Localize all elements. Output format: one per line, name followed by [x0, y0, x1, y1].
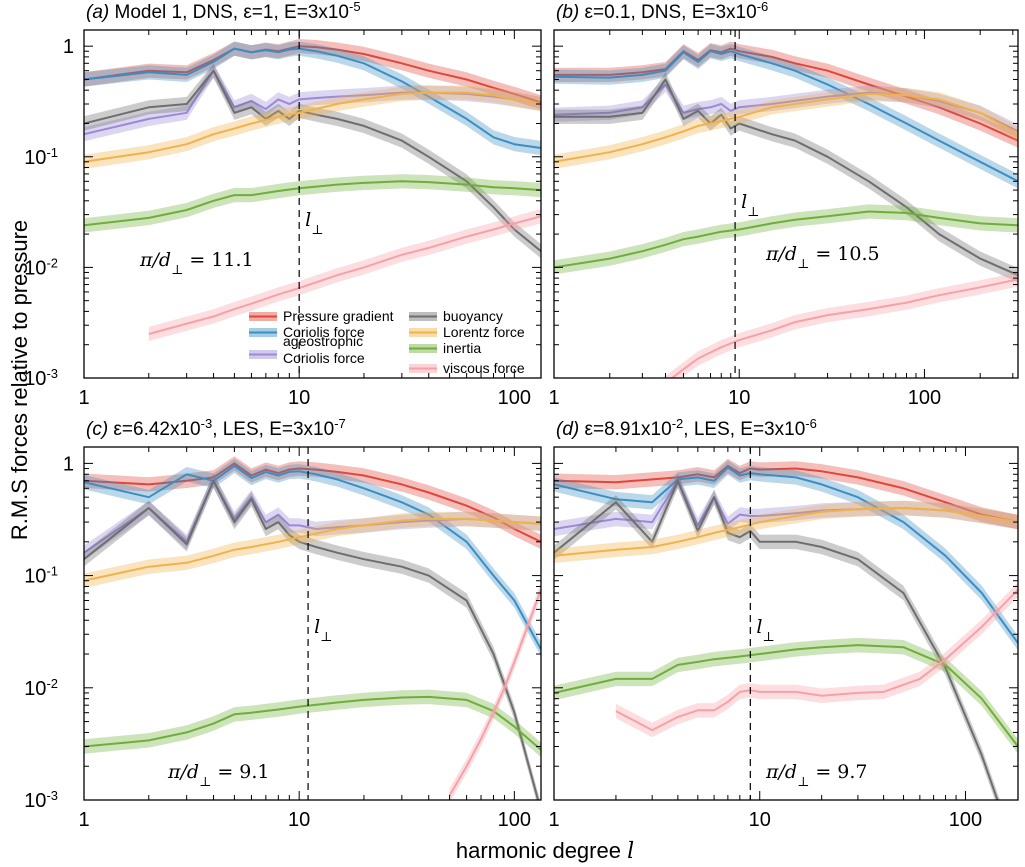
- series-band-ageo: [84, 63, 541, 142]
- x-tick-label: 100: [498, 387, 531, 409]
- y-tick-label: 10-1: [24, 144, 58, 169]
- series-line-lorentz: [84, 91, 541, 163]
- series-band-viscous: [661, 272, 1018, 378]
- series-line-buoy: [554, 479, 999, 800]
- x-axis-ticks: [83, 30, 515, 378]
- panel-b: (b) ε=0.1, DNS, E=3x10-6 l⊥π/d⊥ = 10.5 1 10…: [548, 0, 1019, 409]
- series-line-viscous: [448, 589, 541, 796]
- x-tick-label: 10: [288, 809, 310, 831]
- panel-a: (a) Model 1, DNS, ε=1, E=3x10-5 l⊥ π/d⊥ = …: [24, 0, 542, 409]
- y-axis-ticks: [554, 462, 1018, 801]
- series-line-inertia: [554, 210, 1018, 269]
- series-line-inertia: [554, 644, 1018, 748]
- legend-label-lorentz: Lorentz force: [443, 324, 525, 340]
- series-line-pressure: [554, 47, 1018, 142]
- series-line-pressure: [84, 462, 541, 543]
- y-tick-label: 10-3: [24, 788, 58, 813]
- series-band-ageo: [554, 473, 1018, 537]
- panel-c: (c) ε=6.42x10-3, LES, E=3x10-7 l⊥ π/d⊥ = 9…: [24, 416, 542, 831]
- l-perp-label: l⊥: [741, 191, 759, 220]
- legend-label-pressure: Pressure gradient: [283, 308, 394, 324]
- l-perp-label: l⊥: [305, 209, 323, 238]
- x-tick-label: 100: [908, 387, 941, 409]
- panel-title: (d) ε=8.91x10-2, LES, E=3x10-6: [556, 416, 817, 441]
- y-axis-ticks: [84, 45, 541, 379]
- series-band-coriolis: [84, 458, 541, 657]
- series-band-viscous: [615, 582, 1018, 738]
- series-line-inertia: [84, 695, 541, 751]
- series-line-viscous: [615, 588, 1018, 732]
- l-perp-label: l⊥: [756, 616, 774, 645]
- series-band-inertia: [84, 689, 541, 758]
- series-band-coriolis: [554, 44, 1018, 189]
- x-tick-label: 1: [548, 809, 559, 831]
- scale-annotation: π/d⊥ = 9.1: [167, 761, 270, 790]
- y-tick-label: 1: [63, 36, 74, 58]
- x-axis-ticks: [83, 447, 515, 800]
- l-perp-label: l⊥: [314, 616, 332, 645]
- x-tick-label: 100: [498, 809, 531, 831]
- x-axis-ticks: [553, 447, 966, 800]
- x-tick-label: 1: [548, 387, 559, 409]
- series-line-viscous: [670, 278, 1018, 378]
- scale-annotation: π/d⊥ = 10.5: [765, 243, 880, 272]
- series-line-buoy: [84, 479, 540, 800]
- plot-frame: [83, 446, 542, 801]
- x-tick-label: 100: [949, 809, 982, 831]
- legend-label-inertia: inertia: [443, 340, 481, 356]
- y-tick-label: 10-2: [24, 255, 58, 280]
- x-axis-ticks: [553, 30, 1014, 378]
- series-band-buoy: [554, 473, 1000, 800]
- y-axis-label: R.M.S forces relative to pressure: [7, 220, 32, 540]
- series-band-ageo: [84, 473, 541, 560]
- series-band-pressure: [554, 41, 1018, 148]
- x-tick-label: 1: [78, 387, 89, 409]
- panel-title: (c) ε=6.42x10-3, LES, E=3x10-7: [86, 416, 346, 441]
- legend-label-buoy: buoyancy: [443, 308, 503, 324]
- x-tick-label: 10: [288, 387, 310, 409]
- x-tick-label: 10: [728, 387, 750, 409]
- series-band-inertia: [554, 637, 1018, 754]
- panel-title: (a) Model 1, DNS, ε=1, E=3x10-5: [86, 0, 361, 23]
- y-tick-label: 1: [63, 453, 74, 475]
- series-band-pressure: [554, 458, 1018, 530]
- plot-frame: [83, 29, 542, 379]
- plot-frame: [553, 29, 1019, 379]
- series-line-viscous: [148, 215, 541, 335]
- y-axis-ticks: [84, 462, 541, 801]
- series-band-inertia: [84, 174, 541, 233]
- x-tick-label: 10: [749, 809, 771, 831]
- scale-annotation: π/d⊥ = 11.1: [139, 249, 254, 278]
- series-band-lorentz: [84, 511, 541, 588]
- y-axis-ticks: [554, 45, 1018, 379]
- legend-label-ageo: ageostrophic Coriolis force: [283, 333, 365, 366]
- x-tick-label: 1: [78, 809, 89, 831]
- series-line-pressure: [554, 464, 1018, 524]
- series-band-viscous: [148, 209, 541, 342]
- series-line-lorentz: [554, 92, 1018, 163]
- y-tick-label: 10-2: [24, 675, 58, 700]
- x-axis-label: harmonic degree l: [456, 838, 634, 864]
- panel-title: (b) ε=0.1, DNS, E=3x10-6: [556, 0, 768, 23]
- y-tick-label: 10-1: [24, 563, 58, 588]
- series-line-lorentz: [554, 507, 1018, 557]
- y-tick-label: 10-3: [24, 366, 58, 391]
- plot-frame: [553, 446, 1019, 801]
- series-band-buoy: [84, 473, 541, 800]
- legend-label-coriolis: Coriolis force: [283, 324, 365, 340]
- series-band-lorentz: [554, 500, 1018, 564]
- panel-d: (d) ε=8.91x10-2, LES, E=3x10-6 l⊥ π/d⊥ = 9…: [548, 416, 1019, 831]
- series-line-buoy: [84, 69, 541, 252]
- series-line-lorentz: [84, 517, 541, 582]
- legend-label-viscous: viscous force: [443, 360, 525, 376]
- series-band-lorentz: [84, 85, 541, 169]
- series-line-inertia: [84, 180, 541, 227]
- series-band-inertia: [554, 204, 1018, 275]
- series-line-coriolis: [554, 50, 1018, 183]
- scale-annotation: π/d⊥ = 9.7: [765, 761, 868, 790]
- series-band-lorentz: [554, 86, 1018, 169]
